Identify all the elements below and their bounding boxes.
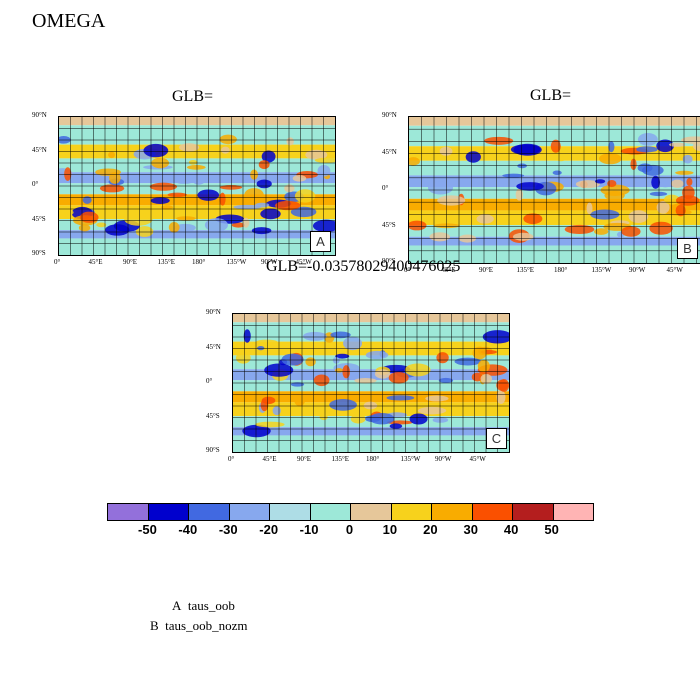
colorbar-tick-label: 10 bbox=[382, 522, 398, 537]
lon-tick-label: 90°W bbox=[435, 455, 452, 463]
colorbar-swatch bbox=[108, 504, 149, 520]
lon-tick-label: 180° bbox=[366, 455, 380, 463]
lat-tick-label: 90°N bbox=[206, 308, 221, 316]
panel-b-title: GLB= bbox=[530, 87, 572, 104]
lon-tick-label: 45°W bbox=[666, 266, 683, 274]
legend-name: taus_oob bbox=[187, 598, 235, 613]
lon-tick-label: 135°E bbox=[157, 258, 176, 266]
lon-tick-label: 135°W bbox=[226, 258, 247, 266]
panel-a-title: GLB= bbox=[172, 88, 214, 105]
lat-tick-label: 90°S bbox=[206, 446, 220, 454]
colorbar-tick-label: 30 bbox=[463, 522, 478, 537]
lon-tick-label: 90°E bbox=[123, 258, 138, 266]
colorbar-tick-label: -30 bbox=[218, 522, 238, 537]
panel-b-label: B bbox=[677, 238, 698, 259]
lon-tick-label: 45°W bbox=[295, 258, 312, 266]
colorbar-tick-label: -20 bbox=[259, 522, 279, 537]
colorbar-swatch bbox=[229, 504, 270, 520]
lat-tick-label: 0° bbox=[206, 377, 213, 385]
colorbar bbox=[107, 503, 594, 521]
panel-b-map bbox=[408, 116, 700, 264]
colorbar-swatch bbox=[310, 504, 351, 520]
colorbar-tick-label: -40 bbox=[178, 522, 198, 537]
lon-tick-label: 135°E bbox=[516, 266, 535, 274]
lon-tick-label: 90°E bbox=[297, 455, 312, 463]
page-title: OMEGA bbox=[32, 10, 106, 32]
lat-tick-label: 45°S bbox=[206, 411, 220, 420]
colorbar-tick-label: 40 bbox=[503, 522, 519, 537]
lon-tick-label: 90°W bbox=[629, 266, 646, 274]
lon-tick-label: 45°E bbox=[262, 455, 277, 463]
lat-tick-label: 90°S bbox=[382, 257, 396, 265]
lat-tick-label: 90°N bbox=[382, 111, 397, 119]
colorbar-tick-label: -10 bbox=[299, 522, 319, 537]
lon-tick-label: 0° bbox=[404, 266, 411, 274]
lon-tick-label: 135°W bbox=[400, 455, 421, 463]
colorbar-tick-label: 0 bbox=[345, 522, 354, 537]
colorbar-swatch bbox=[351, 504, 392, 520]
panel-c-map bbox=[232, 313, 510, 453]
lon-tick-label: 45°E bbox=[88, 258, 103, 266]
colorbar-tick-label: -50 bbox=[138, 522, 157, 537]
colorbar-swatch bbox=[391, 504, 432, 520]
lat-tick-label: 0° bbox=[382, 184, 389, 192]
lon-tick-label: 180° bbox=[192, 258, 206, 266]
panel-c-title: GLB=-0.0357802940047602​5 bbox=[266, 258, 461, 275]
legend-name: taus_oob_nozm bbox=[165, 618, 248, 633]
colorbar-tick-label: 50 bbox=[544, 522, 559, 537]
lat-tick-label: 45°S bbox=[382, 220, 396, 229]
colorbar-swatch bbox=[148, 504, 189, 520]
colorbar-swatch bbox=[432, 504, 473, 520]
lon-tick-label: 90°E bbox=[479, 266, 494, 274]
colorbar-swatch bbox=[472, 504, 513, 520]
colorbar-swatch bbox=[270, 504, 311, 520]
colorbar-swatch bbox=[513, 504, 554, 520]
lon-tick-label: 45°W bbox=[469, 455, 486, 463]
lat-tick-label: 45°N bbox=[382, 147, 397, 156]
panel-c-label: C bbox=[486, 428, 507, 449]
lon-tick-label: 0° bbox=[54, 258, 61, 266]
legend-item-b: B taus_oob_nozm bbox=[150, 618, 248, 634]
panel-a-map bbox=[58, 116, 336, 256]
lat-tick-label: 90°N bbox=[32, 111, 47, 119]
lat-tick-label: 45°N bbox=[32, 145, 47, 154]
lon-tick-label: 0° bbox=[228, 455, 235, 463]
colorbar-tick-label: 20 bbox=[423, 522, 438, 537]
lon-tick-label: 135°E bbox=[331, 455, 350, 463]
lat-tick-label: 0° bbox=[32, 180, 39, 188]
legend-item-a: A taus_oob bbox=[172, 598, 235, 614]
lon-tick-label: 135°W bbox=[591, 266, 612, 274]
colorbar-swatch bbox=[553, 504, 593, 520]
legend-key: A bbox=[172, 598, 182, 613]
colorbar-swatch bbox=[189, 504, 230, 520]
lat-tick-label: 45°S bbox=[32, 214, 46, 223]
lat-tick-label: 45°N bbox=[206, 342, 221, 351]
lon-tick-label: 180° bbox=[554, 266, 568, 274]
lat-tick-label: 90°S bbox=[32, 249, 46, 257]
panel-a-label: A bbox=[310, 231, 331, 252]
lon-tick-label: 90°W bbox=[261, 258, 278, 266]
legend-key: B bbox=[150, 618, 159, 633]
lon-tick-label: 45°E bbox=[441, 266, 456, 274]
